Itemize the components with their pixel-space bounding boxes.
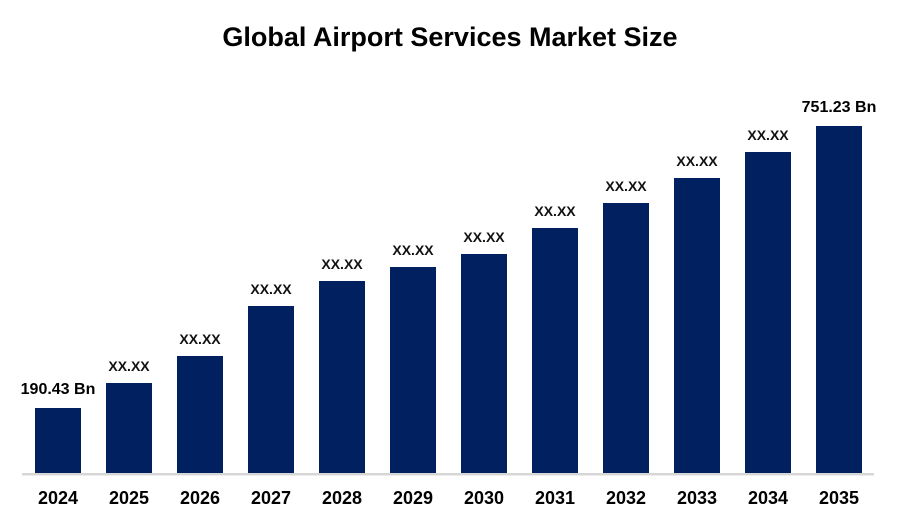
x-axis-label-2032: 2032: [605, 488, 647, 508]
x-axis-line: [22, 473, 874, 475]
x-axis-label-2029: 2029: [392, 488, 434, 508]
bar-2030: [461, 254, 507, 473]
bar-value-label-2029: XX.XX: [392, 242, 434, 258]
bar-value-label-2025: XX.XX: [108, 358, 150, 374]
x-axis-label-2026: 2026: [179, 488, 221, 508]
chart-title: Global Airport Services Market Size: [222, 22, 678, 52]
bar-2026: [177, 356, 223, 473]
bar-value-label-2032: XX.XX: [605, 178, 647, 194]
bar-2032: [603, 203, 649, 473]
bar-2028: [319, 281, 365, 473]
bar-column-2030: XX.XX: [461, 229, 507, 473]
bar-2035: [816, 126, 862, 473]
bar-column-2031: XX.XX: [532, 203, 578, 473]
x-axis-label-2027: 2027: [250, 488, 292, 508]
bar-column-2033: XX.XX: [674, 153, 720, 473]
bar-value-label-2035: 751.23 Bn: [801, 99, 877, 116]
bar-value-label-2034: XX.XX: [747, 127, 789, 143]
bar-value-label-2027: XX.XX: [250, 281, 292, 297]
bar-column-2027: XX.XX: [248, 281, 294, 473]
bar-column-2024: 190.43 Bn: [21, 381, 95, 473]
bar-column-2032: XX.XX: [603, 178, 649, 473]
x-axis-label-2034: 2034: [747, 488, 789, 508]
bar-value-label-2033: XX.XX: [676, 153, 718, 169]
bar-2024: [35, 408, 81, 473]
bar-2027: [248, 306, 294, 473]
bar-value-label-2028: XX.XX: [321, 256, 363, 272]
x-axis-label-2033: 2033: [676, 488, 718, 508]
bar-value-label-2026: XX.XX: [179, 331, 221, 347]
bar-column-2025: XX.XX: [106, 358, 152, 473]
x-axis-label-2024: 2024: [37, 488, 79, 508]
bar-column-2026: XX.XX: [177, 331, 223, 473]
x-axis-label-2031: 2031: [534, 488, 576, 508]
bar-2033: [674, 178, 720, 473]
bar-2031: [532, 228, 578, 473]
bar-value-label-2030: XX.XX: [463, 229, 505, 245]
bar-column-2034: XX.XX: [745, 127, 791, 473]
bar-column-2035: 751.23 Bn: [802, 99, 876, 473]
x-axis-label-2030: 2030: [463, 488, 505, 508]
x-axis-label-2028: 2028: [321, 488, 363, 508]
bars-container: 190.43 Bn XX.XX XX.XX XX.XX XX.XX XX.XX XX.XX X…: [21, 99, 876, 473]
bar-2029: [390, 267, 436, 473]
bar-2034: [745, 152, 791, 473]
bar-value-label-2031: XX.XX: [534, 203, 576, 219]
bar-column-2028: XX.XX: [319, 256, 365, 473]
x-axis-label-2035: 2035: [818, 488, 860, 508]
bar-value-label-2024: 190.43 Bn: [20, 381, 96, 398]
bar-column-2029: XX.XX: [390, 242, 436, 473]
bar-2025: [106, 383, 152, 473]
x-axis-label-2025: 2025: [108, 488, 150, 508]
x-axis-labels: 2024 2025 2026 2027 2028 2029 2030 2031 2032 2033…: [35, 488, 862, 509]
